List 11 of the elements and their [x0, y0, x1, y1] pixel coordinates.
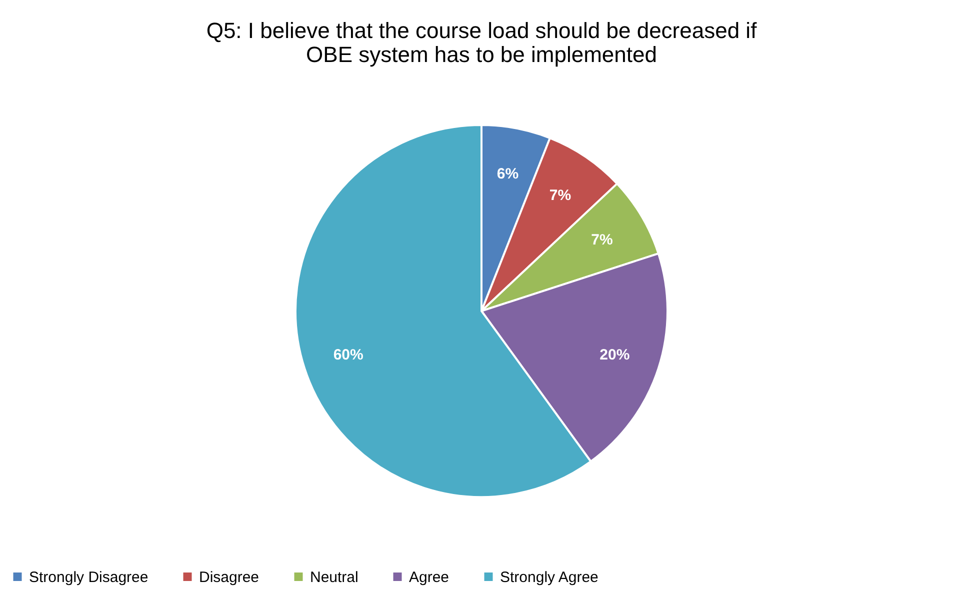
legend-label: Strongly Agree: [500, 568, 598, 586]
data-label: 6%: [496, 165, 519, 182]
legend-label: Disagree: [199, 568, 260, 586]
chart-title: Q5: I believe that the course load should be decreased if OBE system has to be implemented: [206, 18, 758, 67]
legend-label: Agree: [409, 568, 450, 586]
legend-label: Neutral: [310, 568, 358, 586]
data-label: 20%: [600, 346, 630, 364]
data-label: 7%: [549, 187, 572, 204]
data-label: 60%: [333, 346, 364, 364]
data-label: 7%: [591, 232, 613, 249]
legend-label: Strongly Disagree: [29, 568, 148, 586]
